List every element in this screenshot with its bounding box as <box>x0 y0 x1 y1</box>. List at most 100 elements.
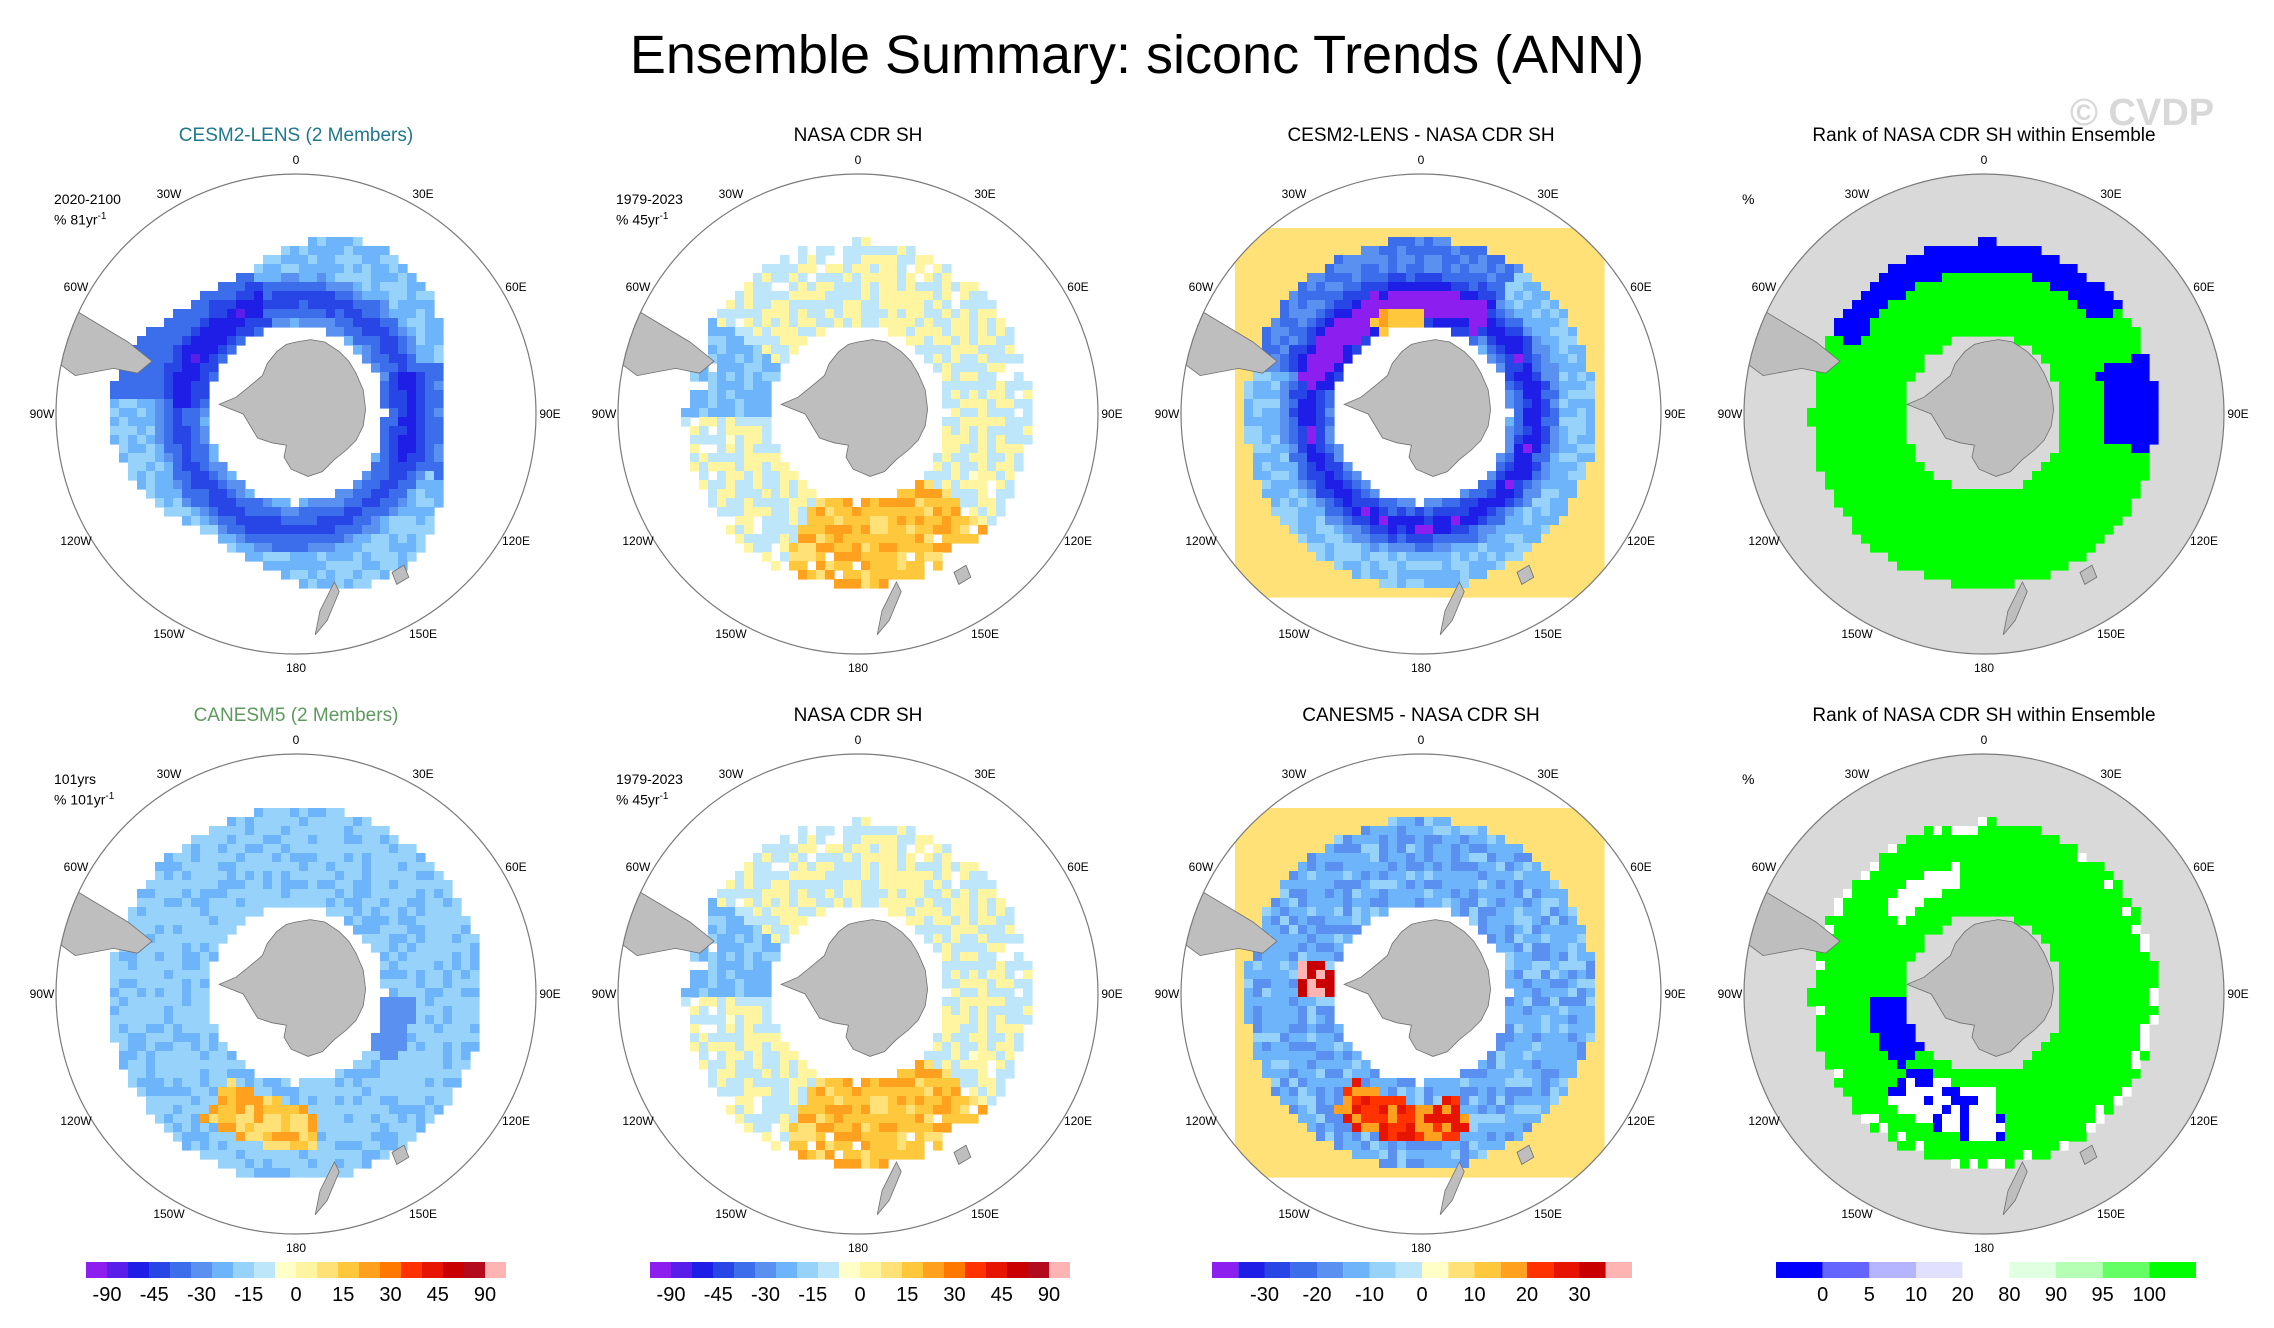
antarctica-land <box>218 919 367 1057</box>
lon-label: 30E <box>2100 767 2121 781</box>
panel-title-r1c3: CESM2-LENS - NASA CDR SH <box>1287 125 1555 146</box>
lon-label: 30W <box>719 187 744 201</box>
lon-label: 90E <box>539 987 560 1001</box>
panel-title-r2c3: CANESM5 - NASA CDR SH <box>1302 705 1540 726</box>
colorbar-swatch <box>818 1262 839 1278</box>
tasmania-land <box>953 564 972 585</box>
new-zealand-land <box>314 581 340 636</box>
colorbar-swatch <box>1869 1262 1916 1278</box>
colorbar-swatch <box>1962 1262 2010 1278</box>
new-zealand-land <box>2002 1161 2028 1216</box>
colorbar-swatch <box>1422 1262 1449 1278</box>
colorbar-swatch <box>1317 1262 1344 1278</box>
lon-label: 150E <box>1534 627 1562 641</box>
antarctica-land <box>780 339 929 477</box>
colorbar-label: 5 <box>1864 1284 1875 1306</box>
colorbar-cb3: -30 -20 -10 0 10 20 30 <box>1212 1262 1632 1306</box>
lon-label: 30E <box>412 767 433 781</box>
panel-annotation-r2c2: 1979-2023 % 45yr-1 <box>616 771 683 809</box>
lon-label: 60W <box>64 860 89 874</box>
tasmania-land <box>391 564 410 585</box>
colorbar-label: 45 <box>427 1284 449 1306</box>
lon-label: 180 <box>1974 661 1994 675</box>
tasmania-land <box>391 1144 410 1165</box>
new-zealand-land <box>1439 581 1465 636</box>
lon-label: 30W <box>1282 767 1307 781</box>
lon-label: 90W <box>592 407 617 421</box>
colorbar-swatch <box>485 1262 506 1278</box>
lon-label: 60W <box>1189 860 1214 874</box>
lon-label: 0 <box>1981 153 1988 167</box>
lon-label: 90E <box>1664 407 1685 421</box>
colorbar-swatch <box>401 1262 422 1278</box>
panel-title-r2c2: NASA CDR SH <box>793 705 923 726</box>
units-label: % 101yr-1 <box>54 791 115 808</box>
lon-label: 30E <box>1537 767 1558 781</box>
colorbar-swatch <box>671 1262 692 1278</box>
tasmania-land <box>1516 564 1535 585</box>
units-label: % 45yr-1 <box>616 791 669 808</box>
new-zealand-land <box>314 1161 340 1216</box>
panel-annotation-r2c4: % <box>1742 771 1754 788</box>
colorbar-swatch <box>338 1262 359 1278</box>
lon-label: 120E <box>1064 534 1092 548</box>
lon-label: 90W <box>1718 987 1743 1001</box>
lon-label: 180 <box>1974 1241 1994 1255</box>
colorbar-swatch <box>797 1262 818 1278</box>
colorbar-swatch <box>359 1262 380 1278</box>
colorbar-swatch <box>107 1262 128 1278</box>
lon-label: 0 <box>1418 733 1425 747</box>
lon-label: 180 <box>286 661 306 675</box>
map-r2c4 <box>1744 754 2224 1234</box>
panel-title-r1c1: CESM2-LENS (2 Members) <box>178 125 414 146</box>
lon-label: 90E <box>539 407 560 421</box>
panel-annotation-r1c1: 2020-2100 % 81yr-1 <box>54 191 121 229</box>
period-label: 2020-2100 <box>54 191 121 207</box>
colorbar-swatch <box>86 1262 107 1278</box>
antarctica-land <box>1906 919 2055 1057</box>
colorbar-label: 90 <box>2045 1284 2067 1306</box>
units-label: % <box>1742 191 1755 207</box>
lon-label: 60E <box>1630 280 1651 294</box>
colorbar-swatch <box>965 1262 986 1278</box>
lon-label: 60W <box>626 860 651 874</box>
antarctica-land <box>780 919 929 1057</box>
panel-title-r2c1: CANESM5 (2 Members) <box>193 705 399 726</box>
colorbar-swatch <box>881 1262 902 1278</box>
map-r2c2 <box>618 754 1098 1234</box>
map-boundary <box>617 173 1099 655</box>
lon-label: 90W <box>30 407 55 421</box>
colorbar-label: -15 <box>798 1284 827 1306</box>
map-r1c4 <box>1744 174 2224 654</box>
map-r1c3 <box>1181 174 1661 654</box>
lon-label: 120W <box>1185 1114 1217 1128</box>
colorbar-label: 90 <box>474 1284 496 1306</box>
colorbar-label: -45 <box>704 1284 733 1306</box>
colorbar-label: 0 <box>854 1284 865 1306</box>
map-boundary <box>1743 753 2225 1235</box>
lon-label: 90E <box>2227 987 2248 1001</box>
lon-label: 60E <box>505 860 526 874</box>
colorbar-swatch <box>2056 1262 2103 1278</box>
units-label: % 81yr-1 <box>54 211 107 228</box>
lon-label: 90W <box>1155 407 1180 421</box>
colorbar-swatch <box>1264 1262 1291 1278</box>
colorbar-label: 15 <box>896 1284 918 1306</box>
colorbar-swatch <box>1395 1262 1422 1278</box>
lon-label: 30W <box>157 767 182 781</box>
lon-label: 120W <box>60 534 92 548</box>
period-label: 1979-2023 <box>616 191 683 207</box>
map-boundary <box>1180 173 1662 655</box>
tasmania-land <box>2079 1144 2098 1165</box>
colorbar-swatch <box>1500 1262 1527 1278</box>
colorbar-label: 90 <box>1038 1284 1060 1306</box>
map-boundary <box>55 753 537 1235</box>
lon-label: 0 <box>855 153 862 167</box>
lon-label: 150W <box>1278 627 1310 641</box>
lon-label: 150W <box>1841 1207 1873 1221</box>
lon-label: 0 <box>855 733 862 747</box>
lon-label: 120E <box>502 1114 530 1128</box>
colorbar-swatch <box>1474 1262 1501 1278</box>
colorbar-swatch <box>713 1262 734 1278</box>
lon-label: 180 <box>286 1241 306 1255</box>
